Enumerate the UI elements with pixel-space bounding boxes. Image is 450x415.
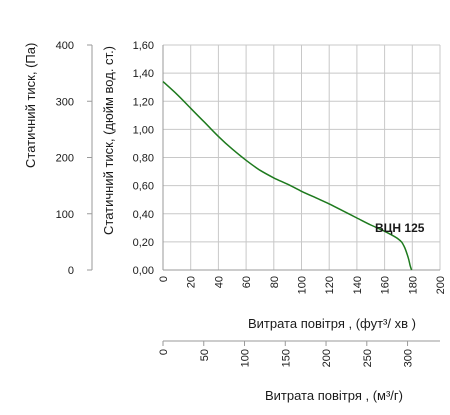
y-axis-inwg-title: Статичний тиск, (дюйм вод. ст.) [101, 46, 116, 235]
x-axis-m3h-title: Витрата повітря , (м³/г) [265, 388, 403, 403]
y-inwg-tick-label: 1,60 [133, 40, 154, 52]
x-cfm-tick-label: 120 [324, 276, 336, 294]
x-m3h-tick-label: 50 [199, 349, 211, 361]
x-cfm-tick-label: 20 [186, 276, 198, 288]
axes [87, 44, 440, 346]
y-pa-tick-label: 300 [56, 96, 74, 108]
x-cfm-tick-label: 0 [158, 276, 170, 282]
y-pa-tick-label: 0 [68, 265, 74, 277]
grid [162, 44, 441, 271]
x-m3h-tick-label: 200 [321, 349, 333, 367]
y-inwg-tick-label: 1,20 [133, 96, 154, 108]
x-m3h-tick-label: 150 [280, 349, 292, 367]
y-inwg-tick-label: 1,00 [133, 124, 154, 136]
x-m3h-tick-label: 0 [158, 349, 170, 355]
y-axis-pa-title: Статичний тиск, (Па) [23, 43, 38, 168]
x-cfm-tick-label: 100 [297, 276, 309, 294]
y-inwg-tick-label: 0,00 [133, 265, 154, 277]
y-inwg-tick-label: 0,80 [133, 153, 154, 165]
x-cfm-tick-label: 180 [407, 276, 419, 294]
y-pa-tick-label: 400 [56, 40, 74, 52]
y-pa-tick-label: 200 [56, 153, 74, 165]
x-cfm-tick-label: 40 [213, 276, 225, 288]
y-inwg-tick-label: 0,60 [133, 181, 154, 193]
x-m3h-tick-label: 100 [240, 349, 252, 367]
x-cfm-tick-label: 80 [269, 276, 281, 288]
y-inwg-tick-label: 0,40 [133, 209, 154, 221]
series-label: ВЦН 125 [375, 221, 425, 235]
tick-labels: 0 20 40 60 80 100 120 140 160 180 200 0,00 0,20 0,40 0… [56, 40, 447, 367]
x-m3h-tick-label: 300 [403, 349, 415, 367]
x-cfm-tick-label: 140 [352, 276, 364, 294]
series-line [162, 81, 413, 271]
x-m3h-tick-label: 250 [362, 349, 374, 367]
x-cfm-tick-label: 200 [435, 276, 447, 294]
y-inwg-tick-label: 1,40 [133, 68, 154, 80]
x-axis-cfm-title: Витрата повітря , (фут³/ хв ) [248, 316, 416, 331]
curve-layer [162, 81, 413, 271]
y-inwg-tick-label: 0,20 [133, 237, 154, 249]
y-pa-tick-label: 100 [56, 209, 74, 221]
x-cfm-tick-label: 160 [380, 276, 392, 294]
x-cfm-tick-label: 60 [241, 276, 253, 288]
